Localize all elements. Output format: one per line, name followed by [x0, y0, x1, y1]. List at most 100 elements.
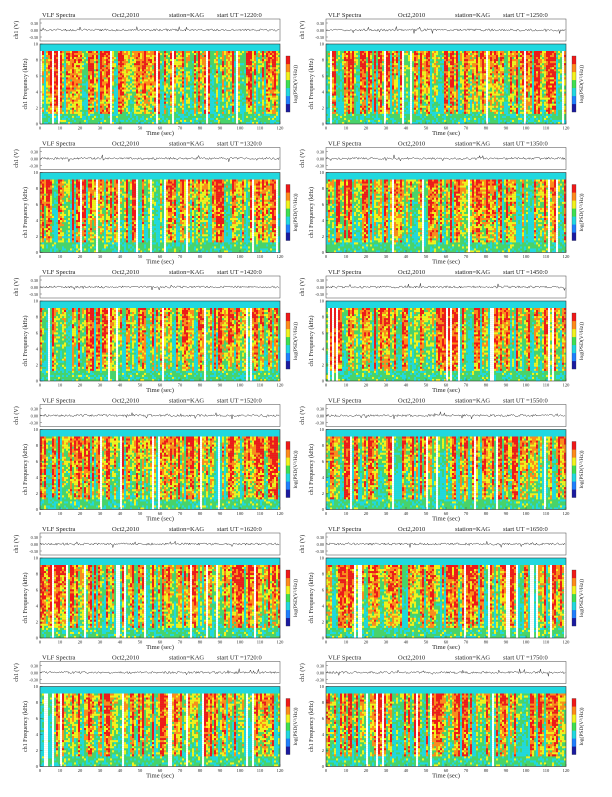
- spectrogram-cell: [434, 67, 436, 69]
- spectrogram-cell: [358, 83, 360, 85]
- spectrogram-cell: [78, 90, 80, 92]
- spectrogram-cell: [138, 81, 140, 83]
- spectrogram-cell: [126, 114, 128, 116]
- spectrogram-cell: [418, 67, 420, 69]
- panel-date: Oct2,2010: [112, 12, 139, 19]
- spectrogram-cell: [142, 71, 144, 73]
- spectrogram-cell: [74, 69, 76, 71]
- spectrogram-cell: [222, 63, 224, 65]
- spectrogram-cell: [138, 67, 140, 69]
- spectrogram-cell: [232, 77, 234, 79]
- spectrogram-cell: [200, 114, 202, 116]
- spectrogram-cell: [230, 100, 232, 102]
- spectrogram-cell: [134, 106, 136, 108]
- spectrogram-cell: [340, 104, 342, 106]
- spectrogram-cell: [40, 106, 42, 108]
- spectrogram-cell: [248, 90, 250, 92]
- spectrogram-cell: [152, 63, 154, 65]
- spectrogram-cell: [120, 61, 122, 63]
- spectrogram-cell: [216, 53, 218, 55]
- spectrogram-cell: [198, 63, 200, 65]
- spectrogram-cell: [72, 65, 74, 67]
- spectrogram-cell: [122, 71, 124, 73]
- spectrogram-cell: [156, 120, 158, 122]
- spectrogram-cell: [272, 94, 274, 96]
- spectrogram-cell: [452, 73, 454, 75]
- spectrogram-cell: [142, 116, 144, 118]
- spectrogram-cell: [184, 96, 186, 98]
- spectrogram-cell: [356, 77, 358, 79]
- spectrogram-cell: [208, 73, 210, 75]
- spectrogram-cell: [272, 57, 274, 59]
- spectrogram-cell: [386, 90, 388, 92]
- spectrogram-cell: [202, 77, 204, 79]
- spectrogram-cell: [70, 96, 72, 98]
- spectrogram-cell: [60, 55, 62, 57]
- spectrogram-cell: [358, 108, 360, 110]
- spectrogram-cell: [274, 61, 276, 63]
- spectrogram-cell: [250, 108, 252, 110]
- spectrogram-cell: [416, 94, 418, 96]
- spectrogram-cell: [250, 100, 252, 102]
- spectrogram-cell: [388, 100, 390, 102]
- spectrogram-cell: [414, 65, 416, 67]
- spectrogram-cell: [384, 69, 386, 71]
- spectrogram-cell: [368, 102, 370, 104]
- spectrogram-cell: [64, 96, 66, 98]
- spectrogram-cell: [430, 79, 432, 81]
- spectrogram-cell: [374, 112, 376, 114]
- spectrogram-cell: [208, 100, 210, 102]
- spectrogram-cell: [148, 94, 150, 96]
- spectrogram-cell: [106, 108, 108, 110]
- spectrogram-cell: [446, 98, 448, 100]
- spectrogram-cell: [110, 53, 112, 55]
- spectrogram-cell: [222, 92, 224, 94]
- spectrogram-cell: [156, 104, 158, 106]
- spectrogram-cell: [332, 67, 334, 69]
- spectrogram-cell: [444, 67, 446, 69]
- spectrogram-cell: [46, 59, 48, 61]
- spectrogram-cell: [428, 106, 430, 108]
- spectrogram-cell: [334, 90, 336, 92]
- spectrogram-cell: [334, 67, 336, 69]
- spectrogram-cell: [196, 67, 198, 69]
- spectrogram-cell: [226, 94, 228, 96]
- spectrogram-cell: [276, 77, 278, 79]
- spectrogram-cell: [356, 108, 358, 110]
- spectrogram-cell: [194, 73, 196, 75]
- spectrogram-cell: [56, 90, 58, 92]
- spectrogram-cell: [420, 75, 422, 77]
- spectrogram-cell: [272, 51, 274, 53]
- spectrogram-cell: [216, 55, 218, 57]
- spectrogram-cell: [126, 100, 128, 102]
- spectrogram-cell: [392, 83, 394, 85]
- spectrogram-cell: [434, 85, 436, 87]
- spectrogram-cell: [406, 77, 408, 79]
- spectrogram-cell: [146, 83, 148, 85]
- spectrogram-cell: [164, 81, 166, 83]
- spectrogram-cell: [66, 106, 68, 108]
- spectrogram-cell: [434, 100, 436, 102]
- spectrogram-cell: [348, 108, 350, 110]
- spectrogram-cell: [182, 120, 184, 122]
- spectrogram-cell: [248, 100, 250, 102]
- spectrogram-cell: [170, 110, 172, 112]
- spectrogram-cell: [180, 116, 182, 118]
- spectrogram-cell: [122, 81, 124, 83]
- time-tick-label: 120: [277, 126, 285, 131]
- spectrogram-cell: [42, 114, 44, 116]
- spectrogram-cell: [456, 108, 458, 110]
- spectrogram-cell: [346, 79, 348, 81]
- spectrogram-cell: [426, 51, 428, 53]
- spectrogram-cell: [450, 57, 452, 59]
- spectrogram-cell: [264, 114, 266, 116]
- spectrogram-cell: [338, 106, 340, 108]
- spectrogram-cell: [96, 92, 98, 94]
- spectrogram-cell: [76, 73, 78, 75]
- spectrogram-cell: [416, 55, 418, 57]
- spectrogram-cell: [208, 81, 210, 83]
- spectrogram-cell: [232, 73, 234, 75]
- spectrogram-cell: [172, 120, 174, 122]
- spectrogram-cell: [58, 98, 60, 100]
- spectrogram-cell: [454, 61, 456, 63]
